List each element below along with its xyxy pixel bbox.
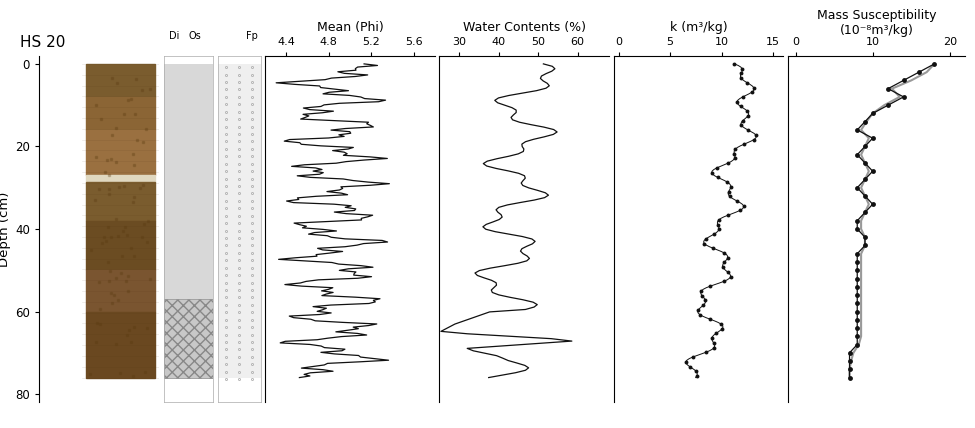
Text: Fp: Fp xyxy=(246,30,258,41)
Y-axis label: Depth (cm): Depth (cm) xyxy=(0,191,11,267)
Text: Di: Di xyxy=(169,30,179,41)
Text: HS 20: HS 20 xyxy=(20,35,65,51)
X-axis label: Water Contents (%): Water Contents (%) xyxy=(463,21,586,34)
Bar xyxy=(86,175,155,181)
Bar xyxy=(86,181,155,221)
Bar xyxy=(86,312,155,377)
Bar xyxy=(86,130,155,175)
Text: Os: Os xyxy=(188,30,201,41)
Bar xyxy=(86,64,155,97)
Bar xyxy=(86,270,155,312)
Bar xyxy=(164,64,214,299)
X-axis label: Mean (Phi): Mean (Phi) xyxy=(317,21,383,34)
X-axis label: Mass Susceptibility
(10⁻⁸m³/kg): Mass Susceptibility (10⁻⁸m³/kg) xyxy=(817,9,936,37)
Bar xyxy=(86,97,155,130)
Bar xyxy=(164,299,214,377)
X-axis label: k (m³/kg): k (m³/kg) xyxy=(670,21,727,34)
Bar xyxy=(86,221,155,270)
